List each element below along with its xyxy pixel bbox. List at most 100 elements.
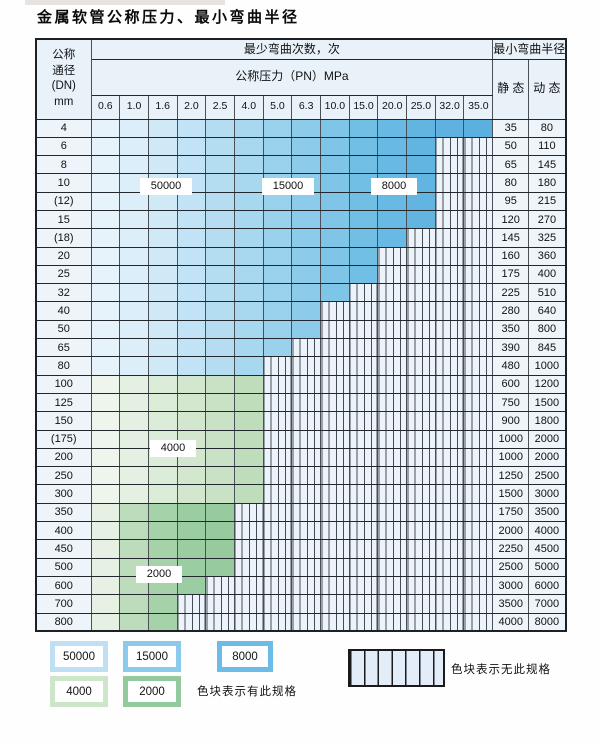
dynamic-cell: 1500: [528, 392, 567, 413]
spec-cell: [233, 191, 264, 211]
spec-cell: [176, 338, 207, 358]
spec-cell: [406, 191, 436, 211]
no-spec-cell: [434, 612, 465, 632]
spec-cell: [90, 374, 121, 394]
dn-cell: 25: [35, 264, 92, 285]
no-spec-cell: [406, 411, 436, 431]
spec-cell: [262, 338, 293, 358]
spec-cell: [377, 228, 408, 248]
dn-cell: 800: [35, 612, 92, 632]
no-spec-cell: [463, 283, 494, 303]
spec-cell: [176, 319, 207, 340]
spec-cell: [90, 246, 121, 266]
no-spec-cell: [320, 447, 350, 468]
spec-cell: [119, 155, 149, 175]
spec-cell: [90, 356, 121, 376]
static-cell: 1250: [492, 466, 530, 486]
legend-swatch-2000: 2000: [123, 676, 181, 707]
no-spec-cell: [291, 575, 321, 596]
spec-cell: [377, 155, 408, 175]
spec-cell: [90, 209, 121, 230]
spec-cell: [348, 246, 379, 266]
spec-cell: [147, 209, 178, 230]
no-spec-cell: [291, 594, 321, 614]
no-spec-cell: [291, 466, 321, 486]
table-row: 125 750 1500: [35, 392, 567, 413]
spec-cell: [176, 264, 207, 285]
header-row-1: 公称 通径 (DN) mm 最少弯曲次数，次 最小弯曲半径: [35, 38, 567, 120]
spec-cell: [320, 228, 350, 248]
spec-cell: [348, 191, 379, 211]
spec-cell: [320, 118, 350, 138]
spec-cell: [147, 539, 178, 559]
no-spec-cell: [463, 209, 494, 230]
no-spec-cell: [262, 429, 293, 449]
spec-cell: [348, 155, 379, 175]
dynamic-cell: 845: [528, 338, 567, 358]
static-cell: 3500: [492, 594, 530, 614]
spec-cell: [291, 319, 321, 340]
table-row: 500 2500 5000: [35, 557, 567, 577]
spec-cell: [320, 283, 350, 303]
cycles-header: 最少弯曲次数，次: [90, 38, 494, 60]
no-spec-cell: [377, 612, 408, 632]
spec-cell: [291, 136, 321, 157]
spec-cell: [119, 283, 149, 303]
pressure-col-header: 6.3: [291, 94, 321, 120]
no-spec-cell: [291, 429, 321, 449]
no-spec-cell: [377, 539, 408, 559]
dn-cell: 100: [35, 374, 92, 394]
no-spec-cell: [406, 429, 436, 449]
spec-cell: [90, 612, 121, 632]
static-cell: 4000: [492, 612, 530, 632]
pressure-col-header: 4.0: [233, 94, 264, 120]
dynamic-cell: 3500: [528, 502, 567, 523]
no-spec-cell: [463, 484, 494, 504]
no-spec-cell: [434, 246, 465, 266]
spec-cell: [233, 118, 264, 138]
table-row: 6 50 110: [35, 136, 567, 157]
no-spec-cell: [262, 612, 293, 632]
no-spec-cell: [291, 338, 321, 358]
spec-cell: [119, 228, 149, 248]
spec-cell: [90, 155, 121, 175]
pressure-col-header: 1.6: [147, 94, 178, 120]
dn-cell: (18): [35, 228, 92, 248]
table-row: 4 35 80: [35, 118, 567, 138]
static-cell: 80: [492, 173, 530, 193]
no-spec-cell: [348, 356, 379, 376]
spec-cell: [233, 173, 264, 193]
dynamic-cell: 145: [528, 155, 567, 175]
no-spec-cell: [463, 466, 494, 486]
no-spec-cell: [406, 374, 436, 394]
spec-cell: [233, 136, 264, 157]
no-spec-cell: [348, 575, 379, 596]
spec-cell: [233, 374, 264, 394]
no-spec-cell: [406, 447, 436, 468]
no-spec-cell: [377, 557, 408, 577]
table-row: 15 120 270: [35, 209, 567, 230]
spec-cell: [406, 209, 436, 230]
no-spec-cell: [463, 411, 494, 431]
no-spec-cell: [406, 246, 436, 266]
table-row: 200 1000 2000: [35, 447, 567, 468]
no-spec-cell: [434, 484, 465, 504]
spec-cell: [147, 502, 178, 523]
static-cell: 1000: [492, 429, 530, 449]
no-spec-cell: [463, 392, 494, 413]
no-spec-cell: [377, 447, 408, 468]
spec-cell: [147, 136, 178, 157]
no-spec-cell: [320, 521, 350, 541]
static-cell: 1000: [492, 447, 530, 468]
spec-cell: [176, 484, 207, 504]
no-spec-cell: [320, 392, 350, 413]
no-spec-cell: [348, 392, 379, 413]
static-cell: 280: [492, 301, 530, 321]
static-cell: 390: [492, 338, 530, 358]
no-spec-cell: [176, 612, 207, 632]
no-spec-cell: [377, 484, 408, 504]
cycle-label-4000: 4000: [150, 440, 196, 457]
dynamic-cell: 400: [528, 264, 567, 285]
static-cell: 2000: [492, 521, 530, 541]
no-spec-cell: [463, 539, 494, 559]
